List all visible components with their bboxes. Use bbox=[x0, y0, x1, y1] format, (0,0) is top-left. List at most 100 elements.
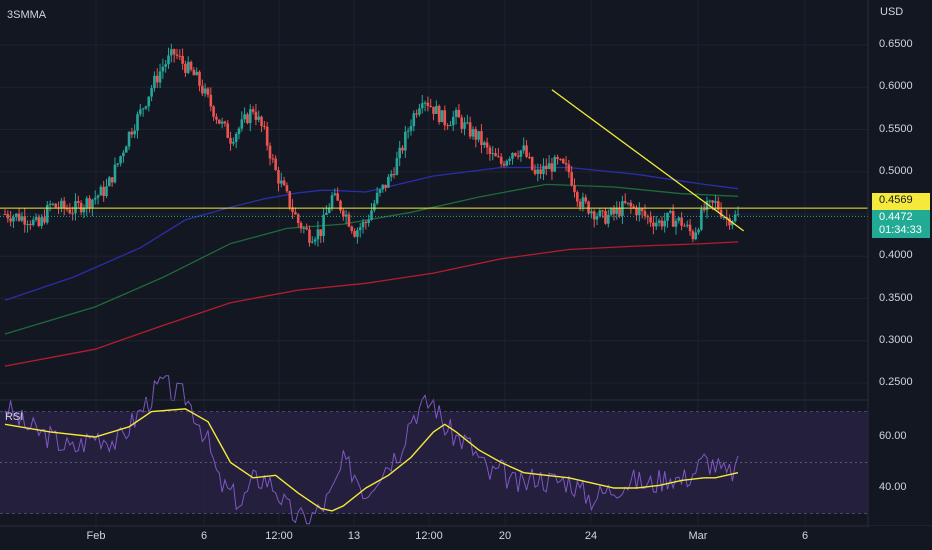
candle-down bbox=[516, 155, 520, 157]
candle-down bbox=[392, 173, 396, 175]
candle-down bbox=[643, 211, 647, 217]
candle-down bbox=[429, 105, 433, 107]
candle-down bbox=[342, 210, 345, 217]
candle-up bbox=[124, 146, 128, 153]
candle-down bbox=[226, 123, 230, 138]
candle-up bbox=[522, 145, 526, 151]
horizontal-level-tag[interactable]: 0.4569 bbox=[872, 193, 930, 210]
axis-settings-corner[interactable] bbox=[868, 526, 932, 550]
candle-down bbox=[201, 85, 204, 94]
moving-average-line-3 bbox=[4, 241, 739, 367]
price-axis-label: 0.5500 bbox=[879, 122, 913, 135]
candle-down bbox=[691, 231, 695, 240]
candle-up bbox=[108, 177, 111, 187]
candle-down bbox=[646, 216, 650, 218]
candle-down bbox=[209, 94, 213, 107]
candle-down bbox=[426, 102, 430, 106]
candle-up bbox=[705, 200, 709, 211]
candle-down bbox=[229, 137, 232, 144]
candle-down bbox=[37, 217, 41, 226]
time-axis-label: 6 bbox=[801, 530, 809, 542]
candle-up bbox=[96, 195, 100, 198]
candle-up bbox=[714, 201, 717, 203]
candle-up bbox=[310, 241, 314, 243]
candle-down bbox=[601, 210, 604, 212]
candle-down bbox=[23, 216, 27, 225]
candle-down bbox=[618, 207, 621, 216]
candles[interactable] bbox=[3, 43, 740, 247]
candle-up bbox=[243, 114, 246, 120]
candle-up bbox=[60, 200, 63, 209]
rsi-axis-label: 60.00 bbox=[879, 430, 907, 442]
candle-down bbox=[215, 116, 218, 120]
candle-down bbox=[497, 156, 500, 158]
price-axis-label: 0.3500 bbox=[879, 291, 913, 304]
candle-up bbox=[663, 220, 666, 227]
candle-down bbox=[587, 201, 590, 214]
candle-down bbox=[155, 75, 159, 83]
candle-down bbox=[217, 119, 221, 124]
candle-down bbox=[271, 158, 275, 160]
candle-down bbox=[702, 209, 706, 211]
candle-down bbox=[623, 201, 627, 203]
candle-up bbox=[466, 122, 469, 124]
candle-down bbox=[640, 208, 644, 212]
candle-up bbox=[85, 198, 89, 208]
candle-down bbox=[206, 88, 210, 95]
candle-up bbox=[330, 195, 334, 209]
rsi-moving-average bbox=[4, 408, 739, 512]
candle-up bbox=[666, 212, 669, 221]
candle-up bbox=[367, 219, 370, 223]
candle-up bbox=[113, 164, 117, 183]
candle-down bbox=[339, 200, 342, 211]
candle-down bbox=[319, 229, 323, 236]
candle-up bbox=[638, 208, 641, 216]
candle-down bbox=[198, 71, 201, 86]
time-axis-label: 20 bbox=[498, 530, 512, 542]
candle-down bbox=[652, 222, 655, 227]
candle-down bbox=[353, 231, 356, 237]
candle-down bbox=[265, 126, 269, 146]
price-axis-label: 0.5000 bbox=[879, 164, 913, 177]
candle-up bbox=[609, 208, 613, 215]
candle-up bbox=[615, 207, 619, 214]
candle-up bbox=[398, 147, 401, 159]
candle-down bbox=[561, 159, 565, 163]
candle-up bbox=[404, 131, 407, 151]
candle-down bbox=[384, 184, 387, 188]
rsi-line bbox=[4, 375, 739, 525]
currency-label[interactable]: USD bbox=[880, 6, 904, 18]
candle-up bbox=[170, 49, 173, 56]
candle-up bbox=[423, 102, 427, 104]
candle-up bbox=[708, 200, 712, 202]
candle-up bbox=[536, 169, 540, 174]
candle-up bbox=[203, 88, 207, 94]
candle-down bbox=[539, 169, 542, 174]
candle-up bbox=[144, 106, 148, 109]
candle-up bbox=[375, 192, 379, 204]
candle-down bbox=[528, 156, 531, 158]
candle-down bbox=[296, 214, 300, 224]
candle-up bbox=[51, 203, 55, 205]
trendline[interactable] bbox=[551, 89, 745, 232]
candle-up bbox=[344, 214, 348, 217]
candle-down bbox=[592, 211, 596, 220]
candle-up bbox=[220, 121, 224, 124]
last-price-tag[interactable]: 0.4472 01:34:33 bbox=[872, 210, 930, 238]
candle-down bbox=[567, 164, 571, 173]
candle-up bbox=[133, 130, 136, 135]
candle-down bbox=[305, 227, 308, 230]
candle-down bbox=[299, 223, 303, 229]
candle-down bbox=[364, 221, 368, 223]
candle-down bbox=[576, 192, 579, 202]
rsi-axis-label: 40.00 bbox=[879, 481, 907, 493]
candle-up bbox=[186, 61, 190, 73]
candle-down bbox=[671, 211, 675, 227]
candle-up bbox=[122, 152, 125, 157]
rsi-pane[interactable] bbox=[0, 375, 868, 525]
candle-up bbox=[82, 207, 86, 213]
candle-up bbox=[234, 133, 238, 142]
candle-up bbox=[237, 128, 241, 134]
candle-down bbox=[485, 142, 489, 148]
